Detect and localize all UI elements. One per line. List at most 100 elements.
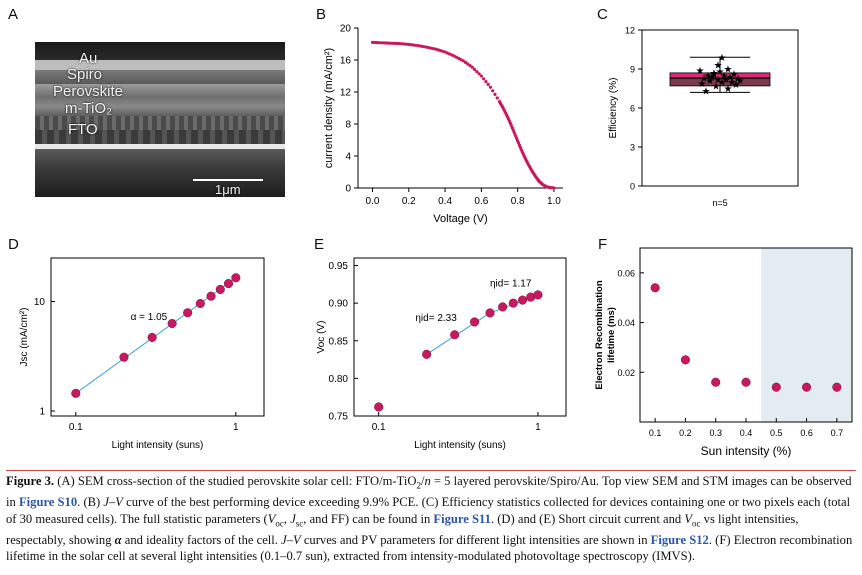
caption-voc-2: V (684, 511, 693, 526)
caption-text-10: curves and PV parameters for different l… (300, 532, 651, 547)
y-tick-label: 0.95 (329, 261, 349, 272)
efficiency-data-point: ★ (720, 71, 729, 82)
efficiency-data-point: ★ (698, 79, 707, 90)
figure-caption: Figure 3. (A) SEM cross-section of the s… (6, 470, 856, 565)
caption-voc: V (267, 511, 276, 526)
efficiency-data-point: ★ (704, 71, 713, 82)
y-tick-label: 8 (345, 120, 351, 131)
x-tick-label: 0.1 (69, 422, 83, 433)
caption-jv-1: J–V (103, 495, 123, 510)
y-tick-label: 10 (34, 297, 46, 308)
y-tick-label: 0.75 (329, 412, 349, 423)
sem-layer-au: Au (79, 50, 98, 67)
caption-figure-number: Figure 3. (6, 474, 55, 488)
y-tick-label: 6 (630, 104, 635, 114)
efficiency-data-point: ★ (696, 66, 705, 77)
y-tick-label: 0.80 (329, 374, 349, 385)
jsc-data-point (183, 308, 193, 318)
jv-data-point (495, 96, 499, 100)
sem-layer-perovskite: Perovskite (53, 83, 124, 100)
caption-voc-sub-2: oc (692, 518, 701, 529)
efficiency-data-point: ★ (726, 72, 735, 83)
y-tick-label: 9 (630, 65, 635, 75)
jsc-data-point (223, 279, 234, 289)
y-tick-label: 0.90 (329, 299, 349, 310)
jv-data-point (484, 80, 488, 84)
link-figure-s11[interactable]: Figure S11 (433, 511, 491, 526)
sem-layer-fto: FTO (68, 121, 98, 138)
jv-data-point (373, 40, 377, 45)
y-axis-label: Efficiency (%) (608, 78, 619, 139)
sem-layer-spiro: Spiro (67, 66, 103, 83)
x-tick-label: 1.0 (547, 196, 561, 207)
y-tick-label: 12 (340, 88, 352, 99)
efficiency-data-point: ★ (730, 70, 739, 81)
voc-data-point (533, 290, 543, 300)
x-axis-label: Voltage (V) (433, 213, 487, 225)
panel-label-d: D (8, 236, 19, 253)
jv-data-point (470, 65, 474, 69)
efficiency-data-point: ★ (714, 61, 723, 72)
chart-f: 0.1 0.2 0.3 0.4 0.5 0.6 0.7 0.02 0.04 0.06 Sun int… (594, 247, 853, 458)
efficiency-data-point: ★ (718, 53, 727, 64)
y-axis-label: current density (mA/cm²) (323, 48, 335, 168)
jv-data-point (491, 89, 495, 93)
voc-data-point (517, 295, 528, 305)
y-axis-label: Voc (V) (316, 321, 327, 354)
link-figure-s10[interactable]: Figure S10 (18, 495, 78, 510)
y-axis-label-line-1: Electron Recombination (594, 280, 605, 389)
x-tick-label: 0.4 (740, 428, 753, 438)
caption-text-7: . (D) and (E) Short circuit current and (490, 511, 685, 526)
x-tick-label: 0.1 (372, 422, 386, 433)
caption-text-6: , and FF) can be found in (303, 511, 434, 526)
caption-jsc: J (290, 511, 296, 526)
jv-data-point (384, 41, 388, 45)
chart-d: 0.1 1 1 10 Light intensity (suns) Jsc (mA/cm²… (19, 257, 265, 451)
sem-layer-mtio2: m-TiO₂ (65, 100, 112, 117)
y-tick-label: 0 (345, 184, 351, 195)
jv-data-point (391, 41, 395, 45)
link-figure-s12[interactable]: Figure S12 (650, 532, 709, 547)
efficiency-data-point: ★ (724, 65, 733, 76)
caption-text-9: and ideality factors of the cell. (121, 532, 282, 547)
caption-text-3: = 5 layered perovskite/Spiro/Au. Top vie… (6, 474, 852, 510)
x-tick-label: 0.6 (800, 428, 813, 438)
lifetime-data-point (680, 355, 690, 365)
x-tick-label: n=5 (712, 198, 727, 208)
lifetime-data-point (832, 382, 842, 392)
jv-data-point (479, 74, 483, 78)
voc-data-point (508, 298, 518, 308)
x-tick-label: 0.2 (679, 428, 692, 438)
jv-data-point (379, 41, 384, 45)
x-tick-label: 0.5 (770, 428, 783, 438)
jv-data-point (386, 41, 390, 45)
panel-label-c: C (597, 6, 608, 23)
jv-data-point (466, 62, 470, 66)
caption-n: n (424, 474, 431, 488)
caption-text-2: / (420, 474, 425, 488)
y-tick-label: 12 (625, 26, 635, 36)
y-tick-label: 4 (345, 152, 351, 163)
y-tick-label: 1 (39, 406, 45, 417)
x-tick-label: 0.6 (474, 196, 488, 207)
y-axis-label: Jsc (mA/cm²) (19, 308, 30, 367)
y-tick-label: 0 (630, 182, 635, 192)
x-tick-label: 0.3 (709, 428, 722, 438)
ideality-annotation-high: ηid= 1.17 (490, 279, 532, 290)
shaded-region (761, 248, 852, 422)
x-tick-label: 0.8 (511, 196, 525, 207)
efficiency-data-point: ★ (716, 67, 725, 78)
jv-data-point (493, 92, 497, 96)
voc-data-point (470, 317, 480, 327)
jv-data-point (382, 41, 386, 45)
voc-data-point (422, 349, 432, 359)
caption-alpha: α (114, 532, 122, 547)
lifetime-data-point (650, 283, 660, 293)
efficiency-data-point: ★ (732, 80, 741, 91)
jv-data-point (482, 77, 486, 81)
efficiency-data-point: ★ (710, 68, 719, 79)
efficiency-data-point: ★ (736, 76, 745, 87)
y-axis-label-line-2: lifetime (ms) (606, 307, 617, 363)
jv-data-point (461, 59, 465, 63)
